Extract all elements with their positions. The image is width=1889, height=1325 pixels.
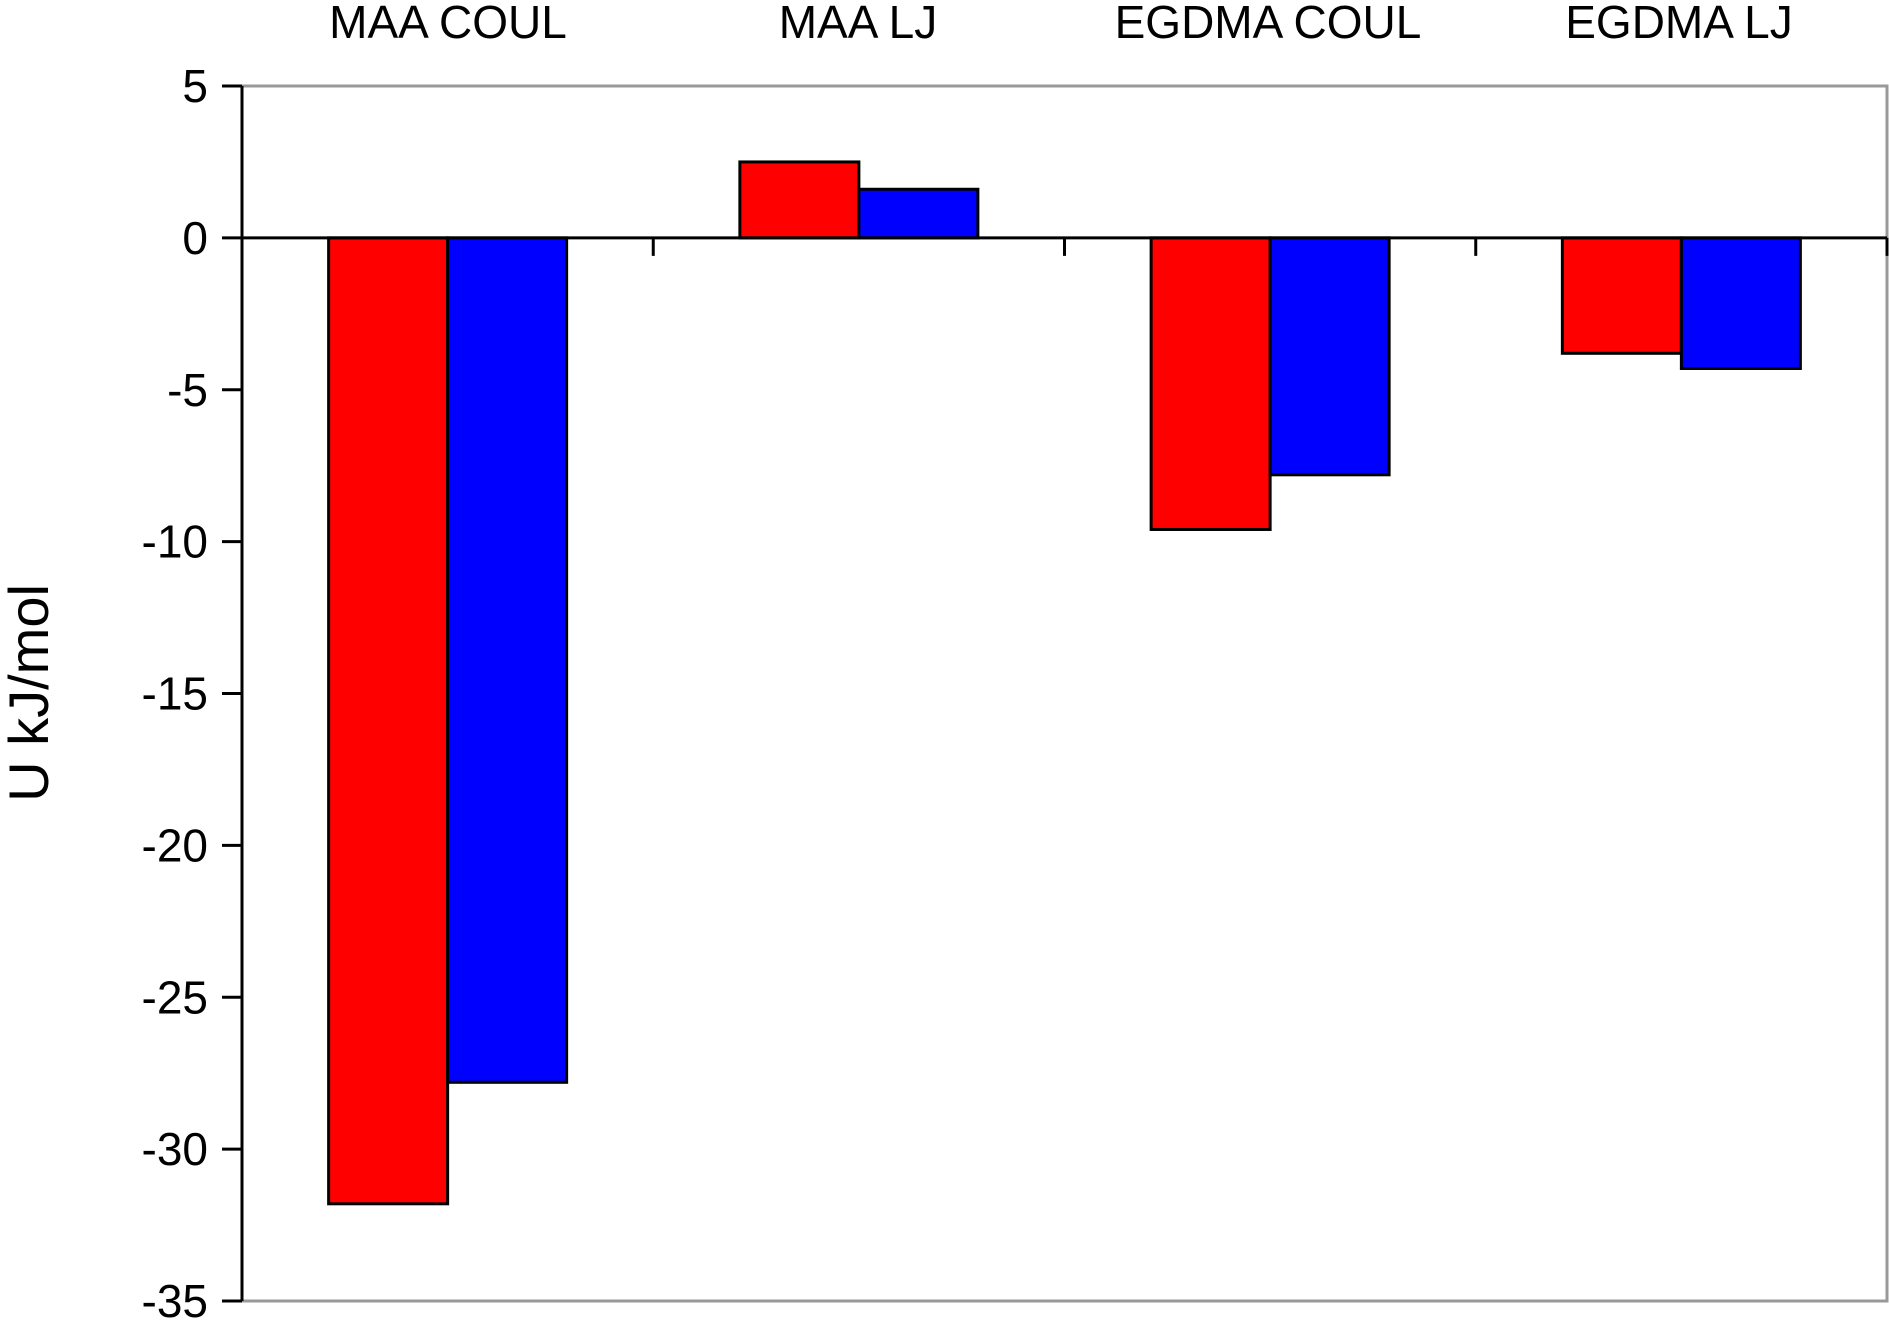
y-tick-label: 5 [182,60,208,112]
bar-series-2-maa-lj [857,187,980,240]
bar-series-2-maa-coul [446,236,569,1084]
category-label: EGDMA LJ [1565,0,1793,48]
category-labels-layer: MAA COUL MAA LJ EGDMA COUL EGDMA LJ [329,0,1793,48]
bar-series-1-egdma-coul [1149,236,1272,531]
category-label: MAA COUL [329,0,567,48]
bar-series-1-maa-coul [327,236,450,1206]
y-axis-title: U kJ/mol [0,584,60,802]
category-label: MAA LJ [779,0,938,48]
bar-series-2-egdma-coul [1268,236,1391,477]
y-tick-label: 0 [182,212,208,264]
bar-series-1-egdma-lj [1560,236,1683,355]
y-tick-label: -10 [142,516,208,568]
bars-layer [327,160,1802,1206]
bar-series-2-egdma-lj [1679,236,1802,370]
y-tick-label: -35 [142,1275,208,1325]
y-tick-label: -15 [142,668,208,720]
y-tick-label: -20 [142,819,208,871]
y-ticks-layer: 5 0 -5 -10 -15 -20 -25 -30 -35 [142,60,242,1325]
category-label: EGDMA COUL [1115,0,1422,48]
x-ticks-layer [651,237,1889,256]
y-tick-label: -5 [167,364,208,416]
bar-series-1-maa-lj [738,160,861,240]
y-tick-label: -30 [142,1123,208,1175]
y-tick-label: -25 [142,971,208,1023]
